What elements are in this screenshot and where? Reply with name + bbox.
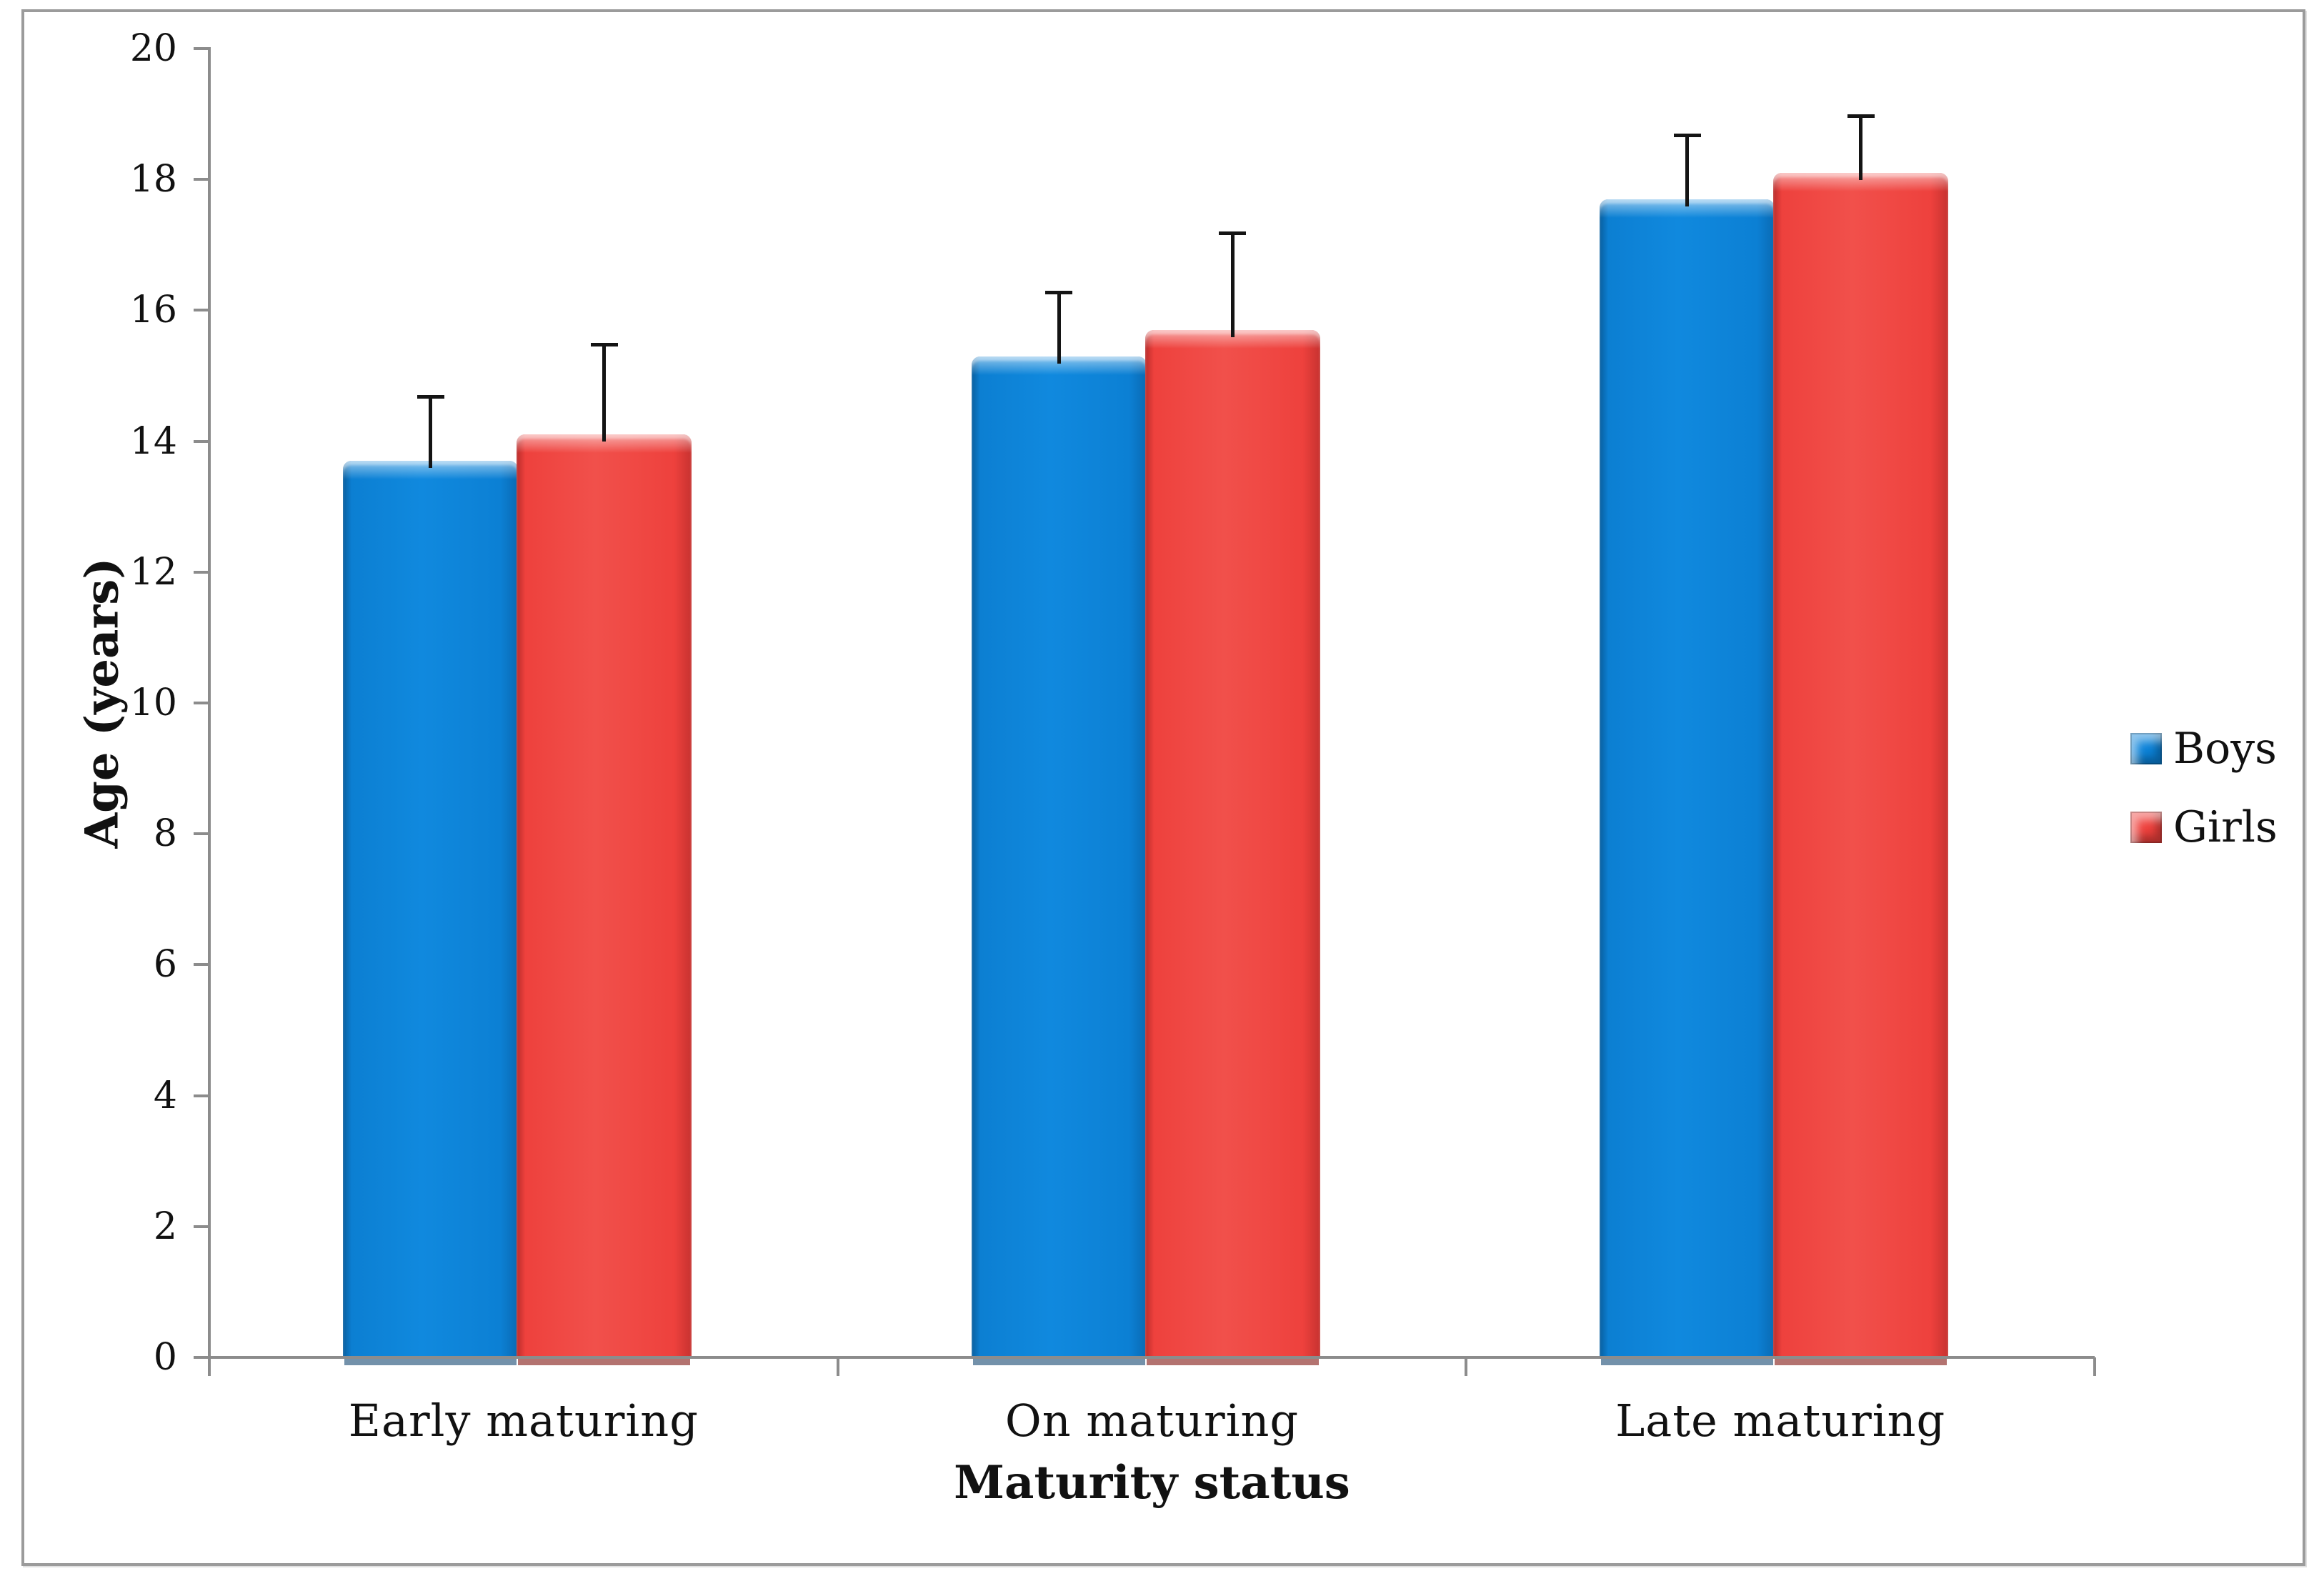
error-bar-girls-on-maturing	[1230, 231, 1235, 337]
y-tick-label-6: 6	[153, 943, 177, 987]
x-boundary-tick-3	[2093, 1357, 2096, 1376]
x-axis-line	[209, 1356, 2095, 1359]
y-tick-mark-4	[194, 1094, 209, 1097]
error-cap-boys-late-maturing	[1673, 134, 1701, 138]
y-tick-label-10: 10	[129, 682, 177, 724]
y-axis-line	[208, 47, 211, 1375]
legend-item-boys: Boys	[2130, 726, 2277, 772]
y-tick-mark-20	[194, 47, 209, 50]
legend-label-boys: Boys	[2173, 724, 2277, 774]
error-bar-girls-late-maturing	[1859, 114, 1863, 181]
y-tick-mark-18	[194, 178, 209, 181]
y-tick-label-8: 8	[153, 812, 177, 856]
legend-marker-boys	[2130, 733, 2162, 764]
y-tick-label-16: 16	[129, 289, 177, 332]
bar-boys-on-maturing	[971, 356, 1147, 1366]
y-tick-mark-8	[194, 832, 209, 836]
bar-boys-early-maturing	[343, 461, 518, 1365]
y-tick-mark-2	[194, 1225, 209, 1228]
y-tick-label-2: 2	[153, 1205, 177, 1248]
y-tick-label-20: 20	[129, 27, 177, 70]
bar-girls-on-maturing	[1144, 329, 1320, 1366]
error-bar-boys-on-maturing	[1057, 290, 1061, 364]
category-label-early-maturing: Early maturing	[348, 1395, 699, 1447]
category-label-on-maturing: On maturing	[1004, 1395, 1300, 1447]
legend-marker-girls	[2130, 812, 2162, 843]
legend-label-girls: Girls	[2173, 802, 2278, 852]
y-tick-mark-6	[194, 963, 209, 967]
y-tick-label-0: 0	[153, 1336, 177, 1379]
error-cap-boys-early-maturing	[417, 395, 444, 399]
bar-girls-early-maturing	[517, 434, 692, 1365]
x-axis-title: Maturity status	[954, 1456, 1350, 1510]
error-bar-boys-late-maturing	[1685, 134, 1690, 206]
y-tick-label-14: 14	[129, 419, 177, 463]
y-tick-label-18: 18	[129, 158, 177, 201]
y-tick-mark-16	[194, 309, 209, 312]
error-cap-boys-on-maturing	[1045, 290, 1073, 294]
y-tick-label-12: 12	[129, 550, 177, 594]
legend-item-girls: Girls	[2130, 804, 2278, 850]
y-tick-mark-0	[194, 1356, 209, 1359]
x-boundary-tick-2	[1465, 1357, 1468, 1376]
x-boundary-tick-0	[208, 1357, 211, 1376]
bar-girls-late-maturing	[1773, 173, 1949, 1365]
error-bar-girls-early-maturing	[602, 343, 606, 442]
bar-boys-late-maturing	[1600, 199, 1775, 1366]
error-cap-girls-on-maturing	[1219, 231, 1247, 236]
error-cap-girls-early-maturing	[590, 343, 618, 347]
x-boundary-tick-1	[836, 1357, 839, 1376]
y-tick-mark-14	[194, 439, 209, 443]
y-tick-label-4: 4	[153, 1074, 177, 1117]
category-label-late-maturing: Late maturing	[1615, 1395, 1946, 1447]
y-tick-mark-12	[194, 570, 209, 574]
error-cap-girls-late-maturing	[1847, 114, 1875, 118]
error-bar-boys-early-maturing	[429, 395, 432, 469]
y-tick-mark-10	[194, 702, 209, 704]
